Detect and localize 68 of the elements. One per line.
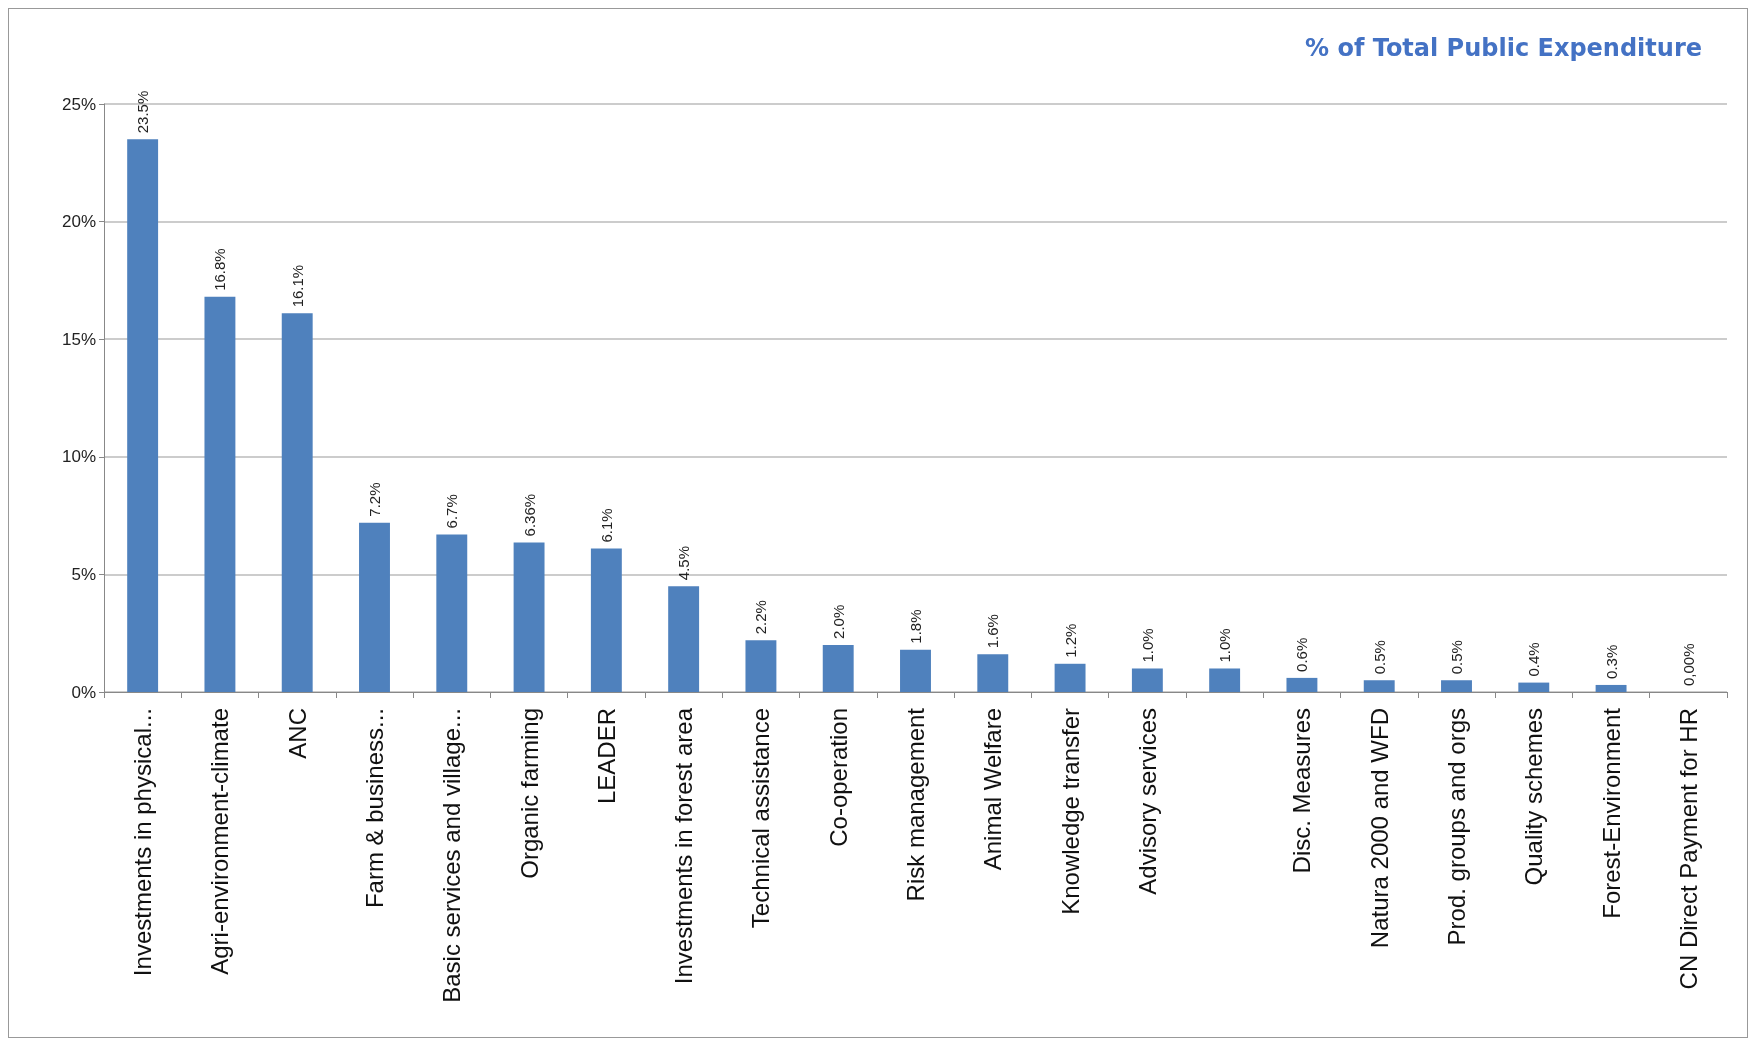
y-tick-label: 20% xyxy=(61,212,96,232)
chart-title: % of Total Public Expenditure xyxy=(1305,34,1702,62)
data-label: 2.2% xyxy=(752,600,770,635)
y-tick-label: 0% xyxy=(71,682,96,702)
data-label: 6.1% xyxy=(597,508,615,543)
x-tick-label: ANC xyxy=(283,708,311,759)
x-tick-label: LEADER xyxy=(592,708,620,805)
y-tick-label: 10% xyxy=(61,447,96,467)
bar xyxy=(977,654,1009,692)
data-label: 1.2% xyxy=(1061,623,1079,658)
bar xyxy=(822,644,854,692)
x-tick-label: Disc. Measures xyxy=(1288,708,1316,874)
bar xyxy=(436,534,468,692)
y-tick-label: 5% xyxy=(71,564,96,584)
x-tick-label: CN Direct Payment for HR xyxy=(1674,708,1702,990)
bar xyxy=(1286,677,1318,692)
data-label: 0,00% xyxy=(1679,643,1697,686)
bar xyxy=(668,586,700,692)
x-tick-label: Advisory services xyxy=(1133,708,1161,895)
x-tick-label: Co-operation xyxy=(824,708,852,847)
data-label: 0.3% xyxy=(1602,644,1620,679)
data-label: 0.6% xyxy=(1293,637,1311,672)
data-label: 16.8% xyxy=(211,248,229,291)
bar xyxy=(204,296,236,692)
x-tick-label: Forest-Environment xyxy=(1597,707,1625,919)
x-tick-label: Investments in forest area xyxy=(670,707,698,985)
bar xyxy=(1209,668,1241,692)
data-label: 0.5% xyxy=(1370,640,1388,675)
data-label: 1.6% xyxy=(984,614,1002,649)
data-label: 2.0% xyxy=(829,604,847,639)
bar xyxy=(1595,684,1627,692)
data-label: 6.7% xyxy=(443,494,461,529)
data-label: 1.8% xyxy=(907,609,924,644)
x-tick-label: Quality schemes xyxy=(1520,708,1548,886)
x-tick-label: Investments in physical... xyxy=(129,708,157,977)
bar xyxy=(127,139,159,692)
bar xyxy=(745,640,777,692)
x-tick-label: Organic farming xyxy=(515,708,543,879)
x-tick-label: Prod. groups and orgs xyxy=(1443,708,1470,946)
x-tick-label: Farm & business... xyxy=(361,708,388,909)
bar xyxy=(1054,663,1086,692)
data-label: 7.2% xyxy=(366,482,383,517)
data-label: 0.5% xyxy=(1448,640,1465,675)
bar xyxy=(1518,682,1550,692)
x-tick-label: Basic services and village... xyxy=(438,708,466,1003)
x-tick-label: Risk management xyxy=(902,707,929,902)
bar xyxy=(281,313,313,692)
x-tick-label: Animal Welfare xyxy=(979,708,1007,871)
bar xyxy=(359,522,390,692)
bar xyxy=(1441,680,1472,692)
data-label: 6.36% xyxy=(520,493,538,537)
bar xyxy=(590,548,622,692)
data-label: 16.1% xyxy=(288,264,306,308)
data-label: 4.5% xyxy=(675,545,693,581)
x-tick-label: Agri-environment-climate xyxy=(206,708,234,975)
data-label: 23.5% xyxy=(134,90,152,134)
x-tick-label: Technical assistance xyxy=(747,708,775,929)
data-label: 0.4% xyxy=(1525,642,1543,677)
bar xyxy=(900,649,931,692)
y-tick-label: 25% xyxy=(61,94,96,114)
bar xyxy=(1131,668,1163,692)
data-label: 1.0% xyxy=(1138,628,1156,663)
data-label: 1.0% xyxy=(1216,628,1234,663)
bar xyxy=(1363,680,1395,692)
x-tick-label: Knowledge transfer xyxy=(1056,708,1084,915)
x-tick-label: Natura 2000 and WFD xyxy=(1365,708,1393,949)
bar xyxy=(513,542,545,692)
y-tick-label: 15% xyxy=(61,329,96,349)
